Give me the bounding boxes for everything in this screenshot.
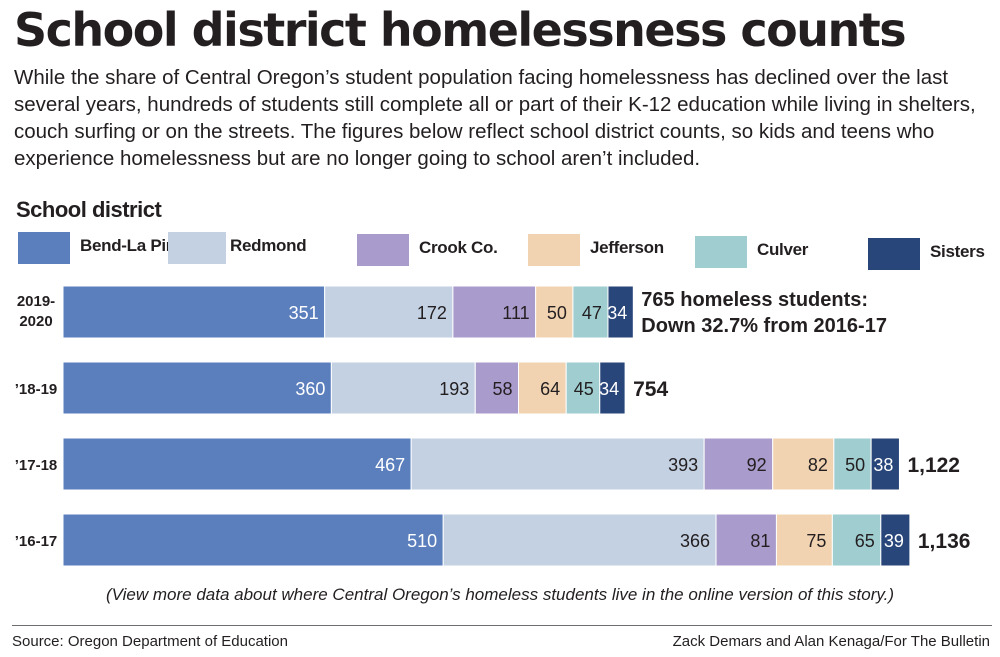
source-credit: Source: Oregon Department of Education [12,633,288,650]
category-label-line: 2020 [19,313,52,330]
data-label-crook-co: 92 [747,455,767,475]
chart-subtitle: While the share of Central Oregon’s stud… [14,66,976,170]
bar-bend-la-pine [62,361,332,415]
data-label-bend-la-pine: 467 [375,455,405,475]
total-label: 1,136 [918,530,971,553]
bar-jefferson [535,285,574,339]
bar-bend-la-pine [62,285,326,339]
bar-crook-co [715,513,777,567]
bar-sisters [599,361,626,415]
bar-culver [572,285,609,339]
legend-label: Jefferson [590,238,664,257]
data-label-jefferson: 82 [808,455,828,475]
legend-swatch [695,236,747,268]
data-label-sisters: 34 [607,303,627,323]
data-label-sisters: 39 [884,531,904,551]
legend-label: Redmond [230,236,307,255]
bar-sisters [880,513,911,567]
data-label-jefferson: 75 [806,531,826,551]
data-label-crook-co: 58 [492,379,512,399]
bar-bend-la-pine [62,437,412,491]
legend-swatch [528,234,580,266]
data-label-crook-co: 111 [502,303,529,323]
data-label-sisters: 34 [599,379,619,399]
data-label-crook-co: 81 [750,531,770,551]
total-label: 754 [633,378,668,401]
category-label: ’17-18 [15,457,58,474]
legend-label: Crook Co. [419,238,498,257]
bar-jefferson [518,361,567,415]
bar-bend-la-pine [62,513,444,567]
total-label: 765 homeless students: [641,289,868,311]
bar-sisters [870,437,900,491]
chart-note: (View more data about where Central Oreg… [105,585,895,604]
legend-label: Sisters [930,242,985,261]
bar-jefferson [775,513,833,567]
data-label-sisters: 38 [873,455,893,475]
total-change-label: Down 32.7% from 2016-17 [641,315,887,337]
data-label-culver: 65 [855,531,875,551]
data-label-redmond: 172 [417,303,447,323]
legend-swatch [357,234,409,266]
legend-label: Culver [757,240,809,259]
data-label-bend-la-pine: 360 [295,379,325,399]
data-label-culver: 45 [574,379,594,399]
bar-culver [831,513,882,567]
author-credit: Zack Demars and Alan Kenaga/For The Bull… [672,633,990,650]
bar-culver [565,361,601,415]
data-label-culver: 47 [582,303,602,323]
data-label-redmond: 366 [680,531,710,551]
bar-redmond [324,285,454,339]
data-label-culver: 50 [845,455,865,475]
page-title: School district homelessness counts [14,3,907,57]
bar-jefferson [772,437,835,491]
legend-swatch [18,232,70,264]
footer-divider [12,625,992,626]
total-label: 1,122 [907,454,960,477]
bar-redmond [410,437,705,491]
data-label-jefferson: 64 [540,379,560,399]
category-label: ’16-17 [15,533,58,550]
data-label-bend-la-pine: 510 [407,531,437,551]
legend-title: School district [16,197,162,222]
bar-sisters [607,285,634,339]
data-label-redmond: 393 [668,455,698,475]
bar-crook-co [703,437,774,491]
bar-redmond [330,361,476,415]
category-label: 2019- 2020 [17,293,55,330]
category-label: ’18-19 [15,381,58,398]
bar-crook-co [452,285,537,339]
data-label-redmond: 193 [439,379,469,399]
category-label-line: 2019- [17,293,55,310]
data-label-bend-la-pine: 351 [289,303,319,323]
bar-redmond [442,513,717,567]
legend-label: Bend-La Pine [80,236,186,255]
legend-swatch [868,238,920,270]
legend-swatch [168,232,226,264]
data-label-jefferson: 50 [547,303,567,323]
